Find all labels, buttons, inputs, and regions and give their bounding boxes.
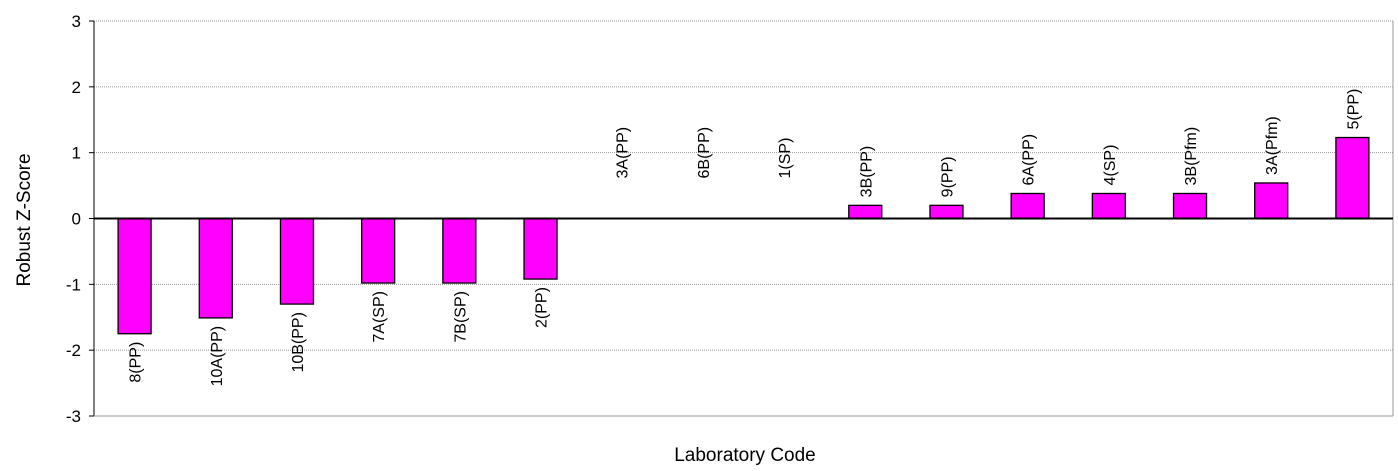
- axes: [89, 20, 1394, 417]
- y-axis-title: Robust Z-Score: [14, 153, 35, 286]
- x-axis-title: Laboratory Code: [674, 445, 816, 466]
- bar-label: 10A(PP): [209, 326, 226, 386]
- y-tick-labels: -3 -2 -1 0 1 2 3: [66, 12, 81, 426]
- bar: [929, 204, 964, 220]
- bar-label: 2(PP): [534, 287, 551, 328]
- bar-label: 3B(Pfm): [1183, 127, 1200, 186]
- bars: [117, 136, 1370, 335]
- bar-label: 1(SP): [777, 138, 794, 179]
- bar: [1172, 192, 1208, 220]
- y-tick-label: -1: [66, 275, 81, 294]
- bar: [1335, 136, 1370, 220]
- bar: [523, 217, 558, 280]
- bar-label: 5(PP): [1345, 89, 1362, 130]
- bar-label: 8(PP): [128, 342, 145, 383]
- bar: [848, 204, 883, 220]
- bar-label: 7A(SP): [371, 291, 388, 343]
- bar-label: 4(SP): [1102, 145, 1119, 186]
- bar: [117, 217, 152, 335]
- bar-label: 9(PP): [939, 156, 956, 197]
- bar-label: 10B(PP): [290, 312, 307, 372]
- bar-label: 3A(PP): [615, 127, 632, 179]
- bar: [361, 217, 396, 284]
- bar: [279, 217, 315, 305]
- bar: [198, 217, 233, 319]
- y-tick-label: -2: [66, 341, 81, 360]
- bar: [1254, 182, 1289, 220]
- bar-labels: 8(PP) 10A(PP) 10B(PP) 7A(SP) 7B(SP) 2(PP) 3A(P…: [128, 89, 1363, 387]
- bar-label: 7B(SP): [452, 291, 469, 343]
- bar-label: 3A(Pfm): [1264, 116, 1281, 175]
- y-tick-label: 1: [72, 144, 81, 163]
- bar: [442, 217, 477, 284]
- bar-label: 6A(PP): [1021, 134, 1038, 186]
- bar-label: 3B(PP): [858, 146, 875, 198]
- bar: [1010, 192, 1045, 220]
- y-tick-label: 3: [72, 12, 81, 31]
- y-tick-label: 0: [72, 210, 81, 229]
- bar: [1091, 192, 1126, 220]
- bar-label: 6B(PP): [696, 127, 713, 179]
- y-tick-label: -3: [66, 407, 81, 426]
- y-tick-label: 2: [72, 78, 81, 97]
